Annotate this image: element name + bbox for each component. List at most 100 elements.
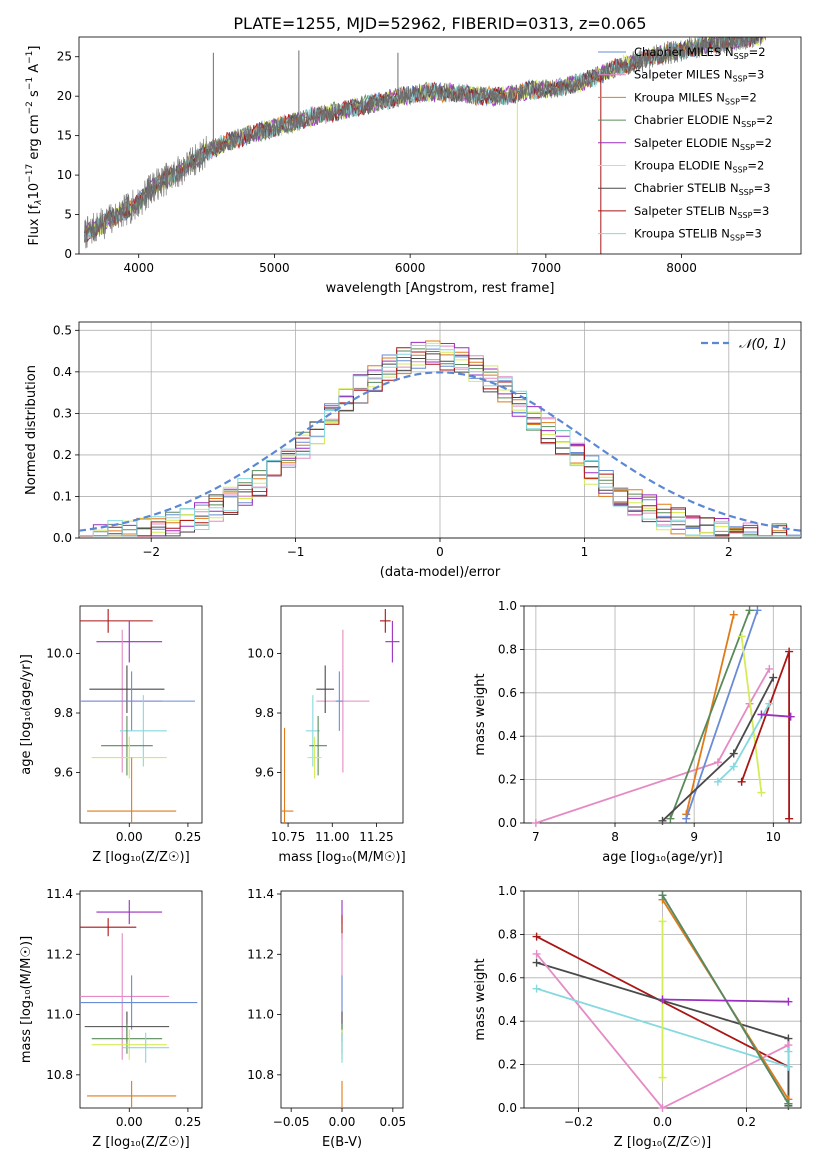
legend-series-name: Salpeter ELODIE	[634, 136, 731, 150]
legend-series-name: Salpeter STELIB	[634, 204, 729, 218]
y-tick-label: 0.2	[498, 773, 517, 787]
y-axis-label-part: −1	[25, 51, 35, 64]
weight-marker	[745, 606, 754, 615]
weight-marker	[729, 610, 738, 619]
weight-marker	[757, 788, 766, 797]
y-tick-label: 0.5	[53, 323, 72, 337]
y-axis-label: mass weight	[473, 958, 488, 1040]
legend-series-name: Kroupa MILES	[634, 90, 716, 104]
weight-line	[669, 609, 751, 820]
errorbar-points	[80, 608, 195, 823]
mass-vs-extinction-panel: −0.05 0.00 0.05 10.8 11.0 11.2 11.4 E(B-V)	[247, 887, 406, 1150]
y-tick-label: 9.8	[255, 706, 274, 720]
legend-label: 𝒩(0, 1)	[739, 337, 786, 352]
weight-marker	[785, 647, 794, 656]
y-tick-label: 25	[57, 50, 72, 64]
y-tick-label: 1.0	[498, 599, 517, 613]
x-axis-label: Z [log₁₀(Z/Z☉)]	[614, 1135, 711, 1150]
weight-marker	[713, 758, 722, 767]
legend-nssp-value: =3	[747, 68, 764, 82]
axes-frame	[78, 321, 802, 539]
weight-marker	[765, 664, 774, 673]
legend-nssp-value: =3	[752, 204, 769, 218]
y-axis-label-part: −17	[25, 164, 35, 183]
errorbar-point	[122, 1032, 170, 1063]
legend-nssp-value: =2	[747, 159, 764, 173]
weight-vs-age-panel: 7 8 9 10 0.0 0.2 0.4 0.6 0.8 1.0 age [log₁₀(age/yr…	[473, 599, 802, 865]
legend-label: Salpeter STELIB NSSP=3	[634, 204, 769, 220]
errorbar-point	[281, 727, 294, 823]
errorbar-point	[80, 918, 137, 937]
weight-marker	[765, 699, 774, 708]
weight-marker	[658, 917, 667, 926]
y-tick-label: 11.2	[247, 947, 274, 961]
legend-nssp-sub: SSP	[739, 188, 754, 197]
histogram-line	[79, 345, 801, 537]
y-axis-label-part: −1	[25, 77, 35, 90]
x-tick-label: 0.00	[116, 1115, 143, 1129]
y-tick-label: 10.8	[247, 1068, 274, 1082]
legend-label: Salpeter ELODIE NSSP=2	[634, 136, 772, 152]
legend-nssp-value: =2	[740, 90, 757, 104]
weight-marker	[658, 1104, 667, 1112]
legend-nssp: N	[724, 159, 733, 173]
x-tick-label: 7000	[531, 261, 562, 275]
normal-curve	[79, 371, 801, 532]
y-tick-label: 11.4	[247, 887, 274, 901]
x-tick-label: 0.00	[116, 830, 143, 844]
legend-label: Chabrier MILES NSSP=2	[634, 45, 766, 61]
weight-marker	[532, 932, 541, 941]
weight-line	[661, 894, 790, 1105]
errorbar-point	[87, 1080, 177, 1108]
residuals-panel: −2 −1 0 1 2 0.0 0.1 0.2 0.3 0.4 0.5 (data-model)/er…	[24, 321, 802, 580]
x-axis-label: Z [log₁₀(Z/Z☉)]	[92, 1135, 189, 1150]
weight-marker	[532, 984, 541, 993]
x-tick-label: 0.0	[653, 1115, 672, 1129]
x-axis-label: age [log₁₀(age/yr)]	[602, 850, 723, 865]
x-axis-label: E(B-V)	[322, 1135, 362, 1150]
legend-nssp-sub: SSP	[737, 211, 752, 220]
weight-line	[662, 998, 789, 1003]
weight-marker	[737, 777, 746, 786]
y-tick-label: 0.2	[498, 1058, 517, 1072]
y-tick-label: 0.0	[53, 531, 72, 545]
x-tick-label: 8	[611, 830, 619, 844]
weight-marker	[784, 1099, 793, 1108]
weight-marker	[658, 1073, 667, 1082]
legend-nssp: N	[730, 181, 739, 195]
x-axis-label: (data-model)/error	[380, 565, 501, 580]
weight-marker	[658, 995, 667, 1004]
x-tick-label: 6000	[395, 261, 426, 275]
errorbar-point	[96, 620, 163, 663]
legend-nssp: N	[729, 204, 738, 218]
legend-nssp-value: =2	[755, 136, 772, 150]
weight-line	[535, 668, 771, 824]
legend-nssp-value: =3	[745, 227, 762, 241]
age-vs-mass-panel: 10.75 11.00 11.25 9.6 9.8 10.0 mass [log₁₀(M/M…	[247, 605, 406, 865]
y-tick-label: 0.4	[53, 365, 72, 379]
x-tick-label: −0.2	[564, 1115, 593, 1129]
y-tick-label: 10.0	[247, 647, 274, 661]
y-tick-label: 9.6	[54, 765, 73, 779]
errorbar-point	[80, 608, 153, 633]
errorbar-point	[87, 757, 177, 823]
errorbar-point	[91, 1029, 167, 1060]
y-axis-label: Flux [fλ10−17 erg cm−2 s−1 A−1]	[25, 46, 44, 246]
x-tick-label: −1	[287, 545, 305, 559]
y-tick-label: 11.4	[46, 887, 73, 901]
axes-frame	[79, 605, 203, 824]
legend-nssp: N	[721, 227, 730, 241]
x-tick-label: 2	[725, 545, 733, 559]
x-tick-label: 0	[436, 545, 444, 559]
legend-nssp: N	[731, 136, 740, 150]
errorbar-point	[335, 671, 343, 731]
y-tick-label: 0.0	[498, 1101, 517, 1115]
spectrum-lines	[83, 37, 766, 254]
weight-marker	[658, 891, 667, 900]
errorbar-point	[316, 665, 335, 714]
legend-series-name: Kroupa STELIB	[634, 227, 721, 241]
legend-nssp-value: =2	[756, 113, 773, 127]
mass-vs-metallicity-panel: 0.00 0.25 10.8 11.0 11.2 11.4 Z [log₁₀(Z/Z☉)] m…	[19, 887, 203, 1150]
y-axis-label-part: Flux [f	[27, 204, 42, 245]
